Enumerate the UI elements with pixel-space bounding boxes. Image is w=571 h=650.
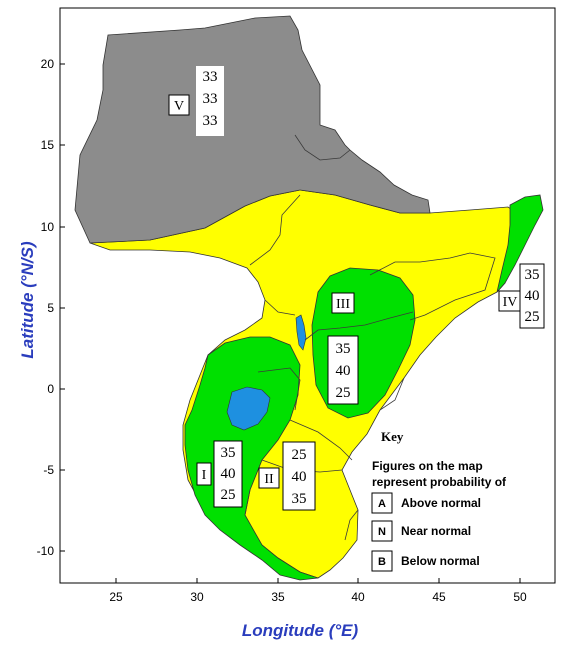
x-tick-label: 35 <box>271 590 285 604</box>
zone-V-label: V <box>174 99 184 114</box>
zone-III-prob-box <box>327 335 359 405</box>
lake-turkana <box>295 314 307 351</box>
x-tick-label: 45 <box>432 590 446 604</box>
region-zone-I <box>184 336 319 581</box>
y-tick-label: -5 <box>43 463 54 477</box>
zone-II-label-box <box>258 467 280 489</box>
y-tick-label: 15 <box>41 138 55 152</box>
x-tick-label: 50 <box>513 590 527 604</box>
zone-I-label-box <box>196 462 212 486</box>
lake-victoria <box>226 386 271 431</box>
key-letter-N: N <box>378 526 386 538</box>
zone-II-prob-above: 25 <box>292 447 307 463</box>
region-zone-V <box>74 15 431 244</box>
zone-V-label-box <box>168 94 190 116</box>
zone-V-prob-box <box>196 66 224 136</box>
key-letter-B: B <box>378 556 386 568</box>
key-letter-A: A <box>378 498 386 510</box>
zone-I-prob-below: 25 <box>221 487 236 503</box>
y-tick-label: 5 <box>47 301 54 315</box>
zone-II-prob-box <box>282 441 316 511</box>
zone-V-prob-above: 33 <box>203 69 218 85</box>
map-key: Key Figures on the map represent probabi… <box>371 429 507 572</box>
key-description-line1: Figures on the map <box>372 459 483 473</box>
key-description-line2: represent probability of <box>372 475 507 489</box>
zone-V-prob-below: 33 <box>203 113 218 129</box>
zone-IV-prob-below: 25 <box>525 309 540 325</box>
zone-III-label: III <box>336 297 350 312</box>
zone-I-label: I <box>202 468 207 483</box>
zone-II-prob-near: 40 <box>292 469 307 485</box>
x-axis-ticks <box>115 578 521 583</box>
zone-II-prob-below: 35 <box>292 491 307 507</box>
zone-III-prob-near: 40 <box>336 363 351 379</box>
zone-I-prob-above: 35 <box>221 445 236 461</box>
zone-I-prob-box <box>213 440 243 508</box>
y-tick-label: 20 <box>41 57 55 71</box>
zone-III-prob-above: 35 <box>336 341 351 357</box>
country-borders <box>244 134 496 541</box>
y-axis-ticks <box>60 63 65 552</box>
region-zone-IV <box>496 194 544 293</box>
zone-IV-prob-near: 40 <box>525 288 540 304</box>
x-tick-label: 40 <box>351 590 365 604</box>
x-tick-label: 30 <box>190 590 204 604</box>
y-tick-label: 0 <box>47 382 54 396</box>
x-axis-title: Longitude (°E) <box>242 621 359 640</box>
key-letter-box-B <box>371 550 393 572</box>
y-axis-title: Latitude (°N/S) <box>18 241 37 359</box>
key-title: Key <box>381 429 404 444</box>
key-label-above-normal: Above normal <box>401 496 481 510</box>
y-tick-label: -10 <box>37 544 55 558</box>
zone-II-label: II <box>264 472 274 487</box>
zone-I-prob-near: 40 <box>221 466 236 482</box>
zone-III-label-box <box>331 292 355 314</box>
zone-V-prob-near: 33 <box>203 91 218 107</box>
key-label-near-normal: Near normal <box>401 524 471 538</box>
x-tick-label: 25 <box>109 590 123 604</box>
key-label-below-normal: Below normal <box>401 554 480 568</box>
zone-III-prob-below: 25 <box>336 385 351 401</box>
zone-IV-prob-above: 35 <box>525 267 540 283</box>
zone-IV-label: IV <box>503 295 518 310</box>
zone-IV-prob-box <box>519 263 545 329</box>
key-letter-box-N <box>371 520 393 542</box>
y-tick-label: 10 <box>41 220 55 234</box>
key-letter-box-A <box>371 492 393 514</box>
